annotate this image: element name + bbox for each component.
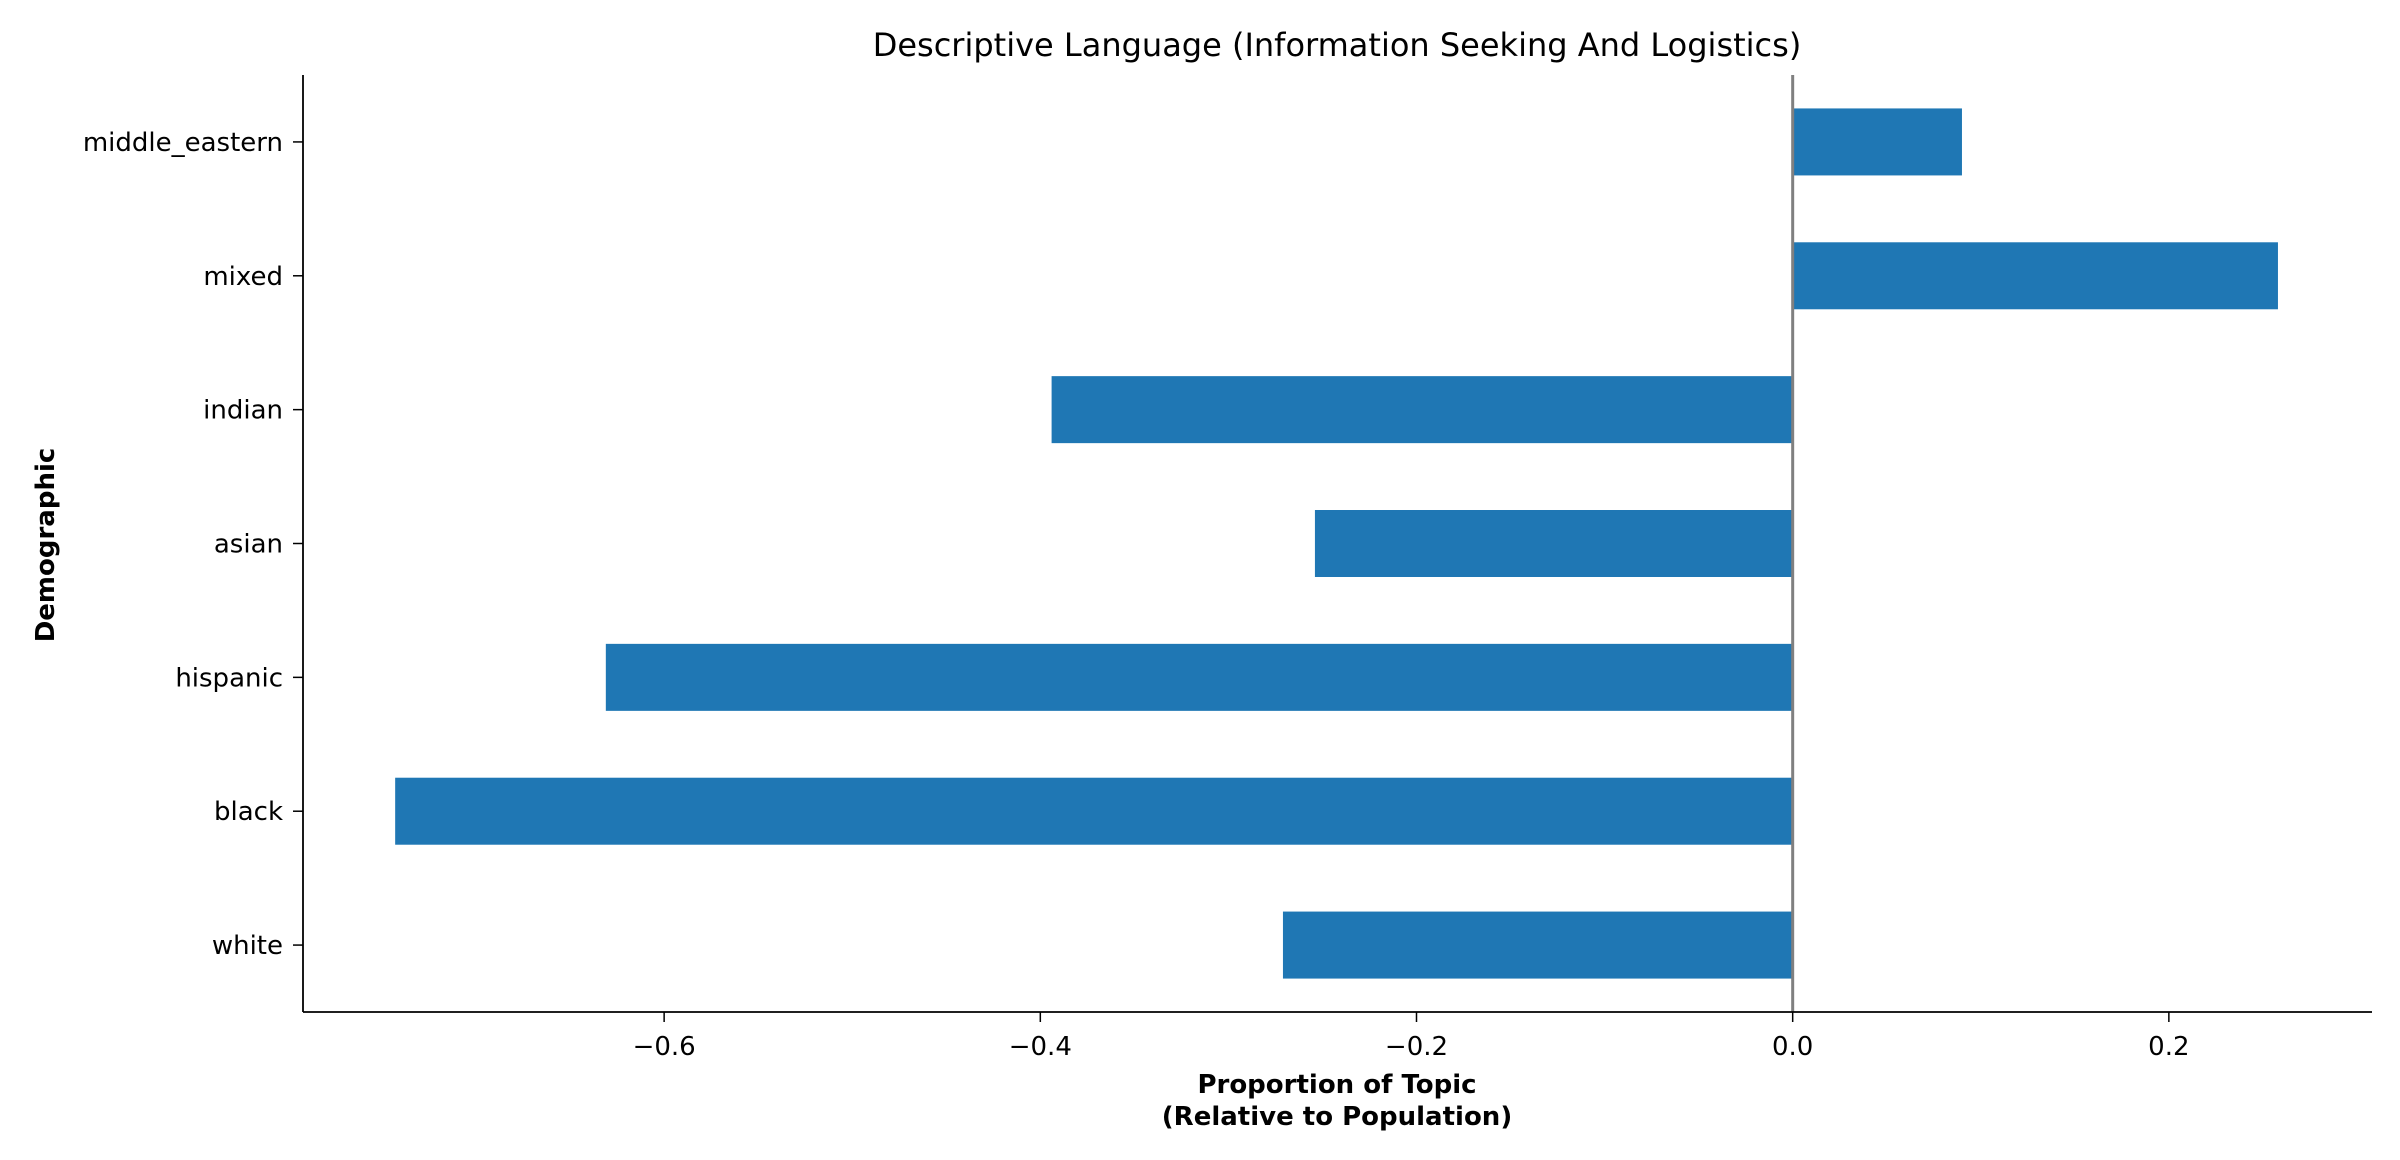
y-tick-label-black: black xyxy=(214,797,283,827)
bars-group xyxy=(395,108,2278,979)
bar-asian xyxy=(1314,510,1793,577)
x-axis-label-line-2: (Relative to Population) xyxy=(1162,1102,1512,1132)
bar-white xyxy=(1282,911,1793,979)
bar-mixed xyxy=(1792,242,2278,310)
bar-middle_eastern xyxy=(1792,108,1962,176)
y-tick-label-white: white xyxy=(212,931,283,961)
x-ticks-group: −0.6 −0.4 −0.2 0.0 0.2 xyxy=(633,1012,2190,1062)
y-tick-label-hispanic: hispanic xyxy=(175,663,283,693)
bar-indian xyxy=(1051,376,1793,444)
chart-title: Descriptive Language (Information Seekin… xyxy=(873,26,1802,64)
y-tick-label-asian: asian xyxy=(214,530,283,560)
bar-black xyxy=(395,777,1793,845)
y-axis-label: Demographic xyxy=(31,448,61,643)
x-tick-label: −0.6 xyxy=(633,1032,696,1062)
x-tick-label: −0.4 xyxy=(1009,1032,1072,1062)
x-tick-label: 0.2 xyxy=(2148,1032,2189,1062)
y-tick-label-indian: indian xyxy=(203,396,283,426)
x-tick-label: 0.0 xyxy=(1772,1032,1813,1062)
x-axis-label-line-1: Proportion of Topic xyxy=(1197,1070,1476,1100)
y-tick-label-middle_eastern: middle_eastern xyxy=(83,128,283,158)
bar-hispanic xyxy=(605,643,1793,711)
y-tick-label-mixed: mixed xyxy=(203,262,283,292)
x-tick-label: −0.2 xyxy=(1385,1032,1448,1062)
